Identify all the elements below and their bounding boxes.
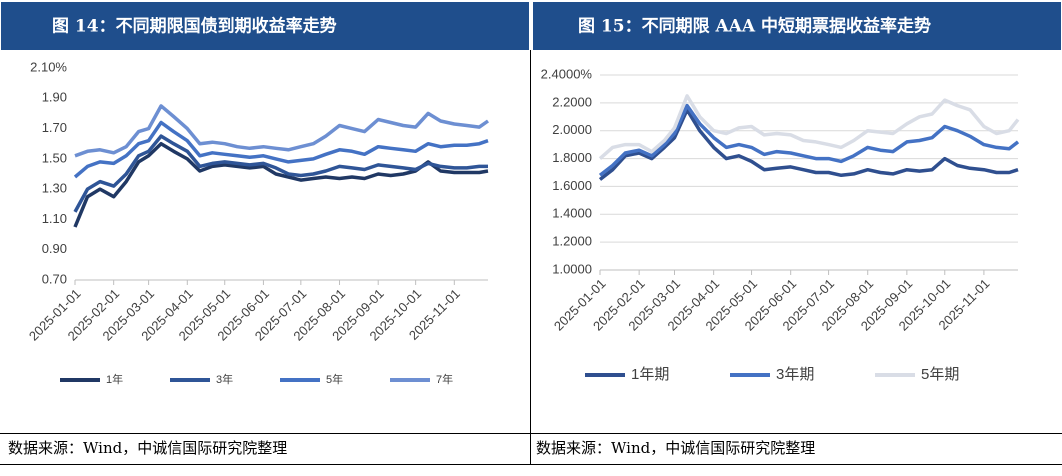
header-band <box>533 2 1061 50</box>
y-tick-label: 1.0000 <box>552 261 592 276</box>
y-tick-label: 2.10% <box>30 59 67 74</box>
source-note: 数据来源：Wind，中诚信国际研究院整理 <box>536 439 815 457</box>
y-tick-label: 2.4000% <box>541 66 593 81</box>
y-tick-label: 0.90 <box>42 241 67 256</box>
legend-label: 5年期 <box>921 366 959 383</box>
y-tick-label: 1.4000 <box>552 206 592 221</box>
y-tick-label: 1.8000 <box>552 150 592 165</box>
series-line <box>598 94 1020 160</box>
y-tick-label: 1.2000 <box>552 234 592 249</box>
series-line <box>73 134 488 213</box>
legend-label: 1年期 <box>631 366 669 383</box>
chart-title: 图 15：不同期限 AAA 中短期票据收益率走势 <box>578 16 931 37</box>
y-tick-label: 1.70 <box>42 120 67 135</box>
legend-label: 5年 <box>326 372 343 386</box>
series-line <box>598 108 1019 181</box>
y-tick-label: 2.0000 <box>552 122 592 137</box>
source-note: 数据来源：Wind，中诚信国际研究院整理 <box>8 439 287 457</box>
header-band <box>1 2 529 50</box>
legend-label: 7年 <box>436 372 453 386</box>
legend-label: 1年 <box>106 372 123 386</box>
series-line <box>74 104 490 158</box>
y-tick-label: 1.90 <box>42 90 67 105</box>
legend-label: 3年期 <box>776 366 814 383</box>
y-tick-label: 1.50 <box>42 150 67 165</box>
y-tick-label: 1.10 <box>42 211 67 226</box>
legend-label: 3年 <box>216 372 233 386</box>
series-line <box>598 103 1020 177</box>
y-tick-label: 1.30 <box>42 181 67 196</box>
y-tick-label: 2.2000 <box>552 94 592 109</box>
y-tick-label: 1.6000 <box>552 178 592 193</box>
series-line <box>73 120 489 179</box>
y-tick-label: 0.70 <box>42 271 67 286</box>
chart-title: 图 14：不同期限国债到期收益率走势 <box>52 16 337 37</box>
